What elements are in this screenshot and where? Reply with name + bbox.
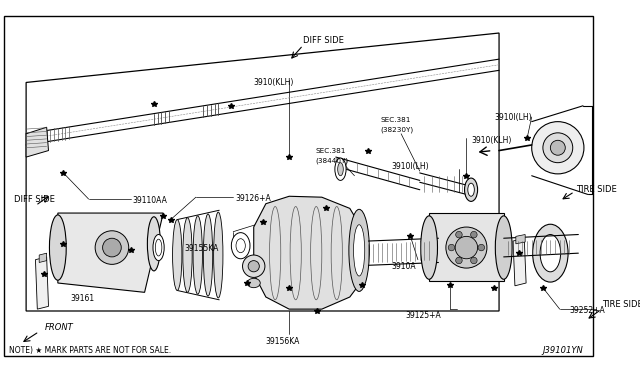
Text: DIFF SIDE: DIFF SIDE [14,195,55,204]
Text: 3910l(LH): 3910l(LH) [392,162,429,171]
Circle shape [243,255,265,278]
Polygon shape [516,234,525,244]
Ellipse shape [236,239,245,253]
Polygon shape [253,196,364,309]
Circle shape [95,231,129,264]
Ellipse shape [231,232,250,259]
Text: J39101YN: J39101YN [542,346,583,355]
Ellipse shape [465,178,477,201]
Text: 3910l(LH): 3910l(LH) [494,113,532,122]
Ellipse shape [204,214,212,296]
Circle shape [446,227,487,268]
Text: 39161: 39161 [70,294,94,303]
Circle shape [456,231,462,238]
Text: SEC.381: SEC.381 [381,117,411,123]
Text: FRONT: FRONT [45,323,74,332]
Text: SEC.381: SEC.381 [316,148,346,154]
Ellipse shape [349,209,369,291]
Polygon shape [26,127,49,157]
Circle shape [470,231,477,238]
Ellipse shape [147,217,161,271]
Ellipse shape [335,158,346,180]
Polygon shape [26,33,499,311]
Circle shape [470,257,477,264]
Text: (38440Y): (38440Y) [316,157,348,164]
Ellipse shape [353,225,365,276]
Circle shape [455,236,477,259]
Text: 39110AA: 39110AA [132,196,167,205]
Circle shape [550,140,565,155]
Text: 39126+A: 39126+A [235,195,271,203]
Text: 39156KA: 39156KA [266,337,300,346]
Polygon shape [58,213,163,292]
Ellipse shape [173,219,182,291]
Ellipse shape [468,183,474,196]
Text: 3910A: 3910A [392,263,417,272]
Polygon shape [35,257,49,309]
Text: TIRE SIDE: TIRE SIDE [577,185,617,194]
Ellipse shape [532,224,568,282]
Circle shape [532,122,584,174]
Ellipse shape [540,234,561,272]
Text: DIFF SIDE: DIFF SIDE [303,36,344,45]
Ellipse shape [153,234,164,261]
Circle shape [248,261,259,272]
Text: 3910(KLH): 3910(KLH) [471,136,511,145]
Text: 3910(KLH): 3910(KLH) [253,78,294,87]
Ellipse shape [420,216,438,279]
Circle shape [543,133,573,163]
Circle shape [102,238,121,257]
Circle shape [456,257,462,264]
Circle shape [478,244,484,251]
Text: TIRE SIDE: TIRE SIDE [602,300,640,309]
Polygon shape [429,213,504,281]
Ellipse shape [49,215,66,280]
Text: 39252+A: 39252+A [569,306,605,315]
Ellipse shape [156,239,162,256]
Ellipse shape [193,216,202,294]
Ellipse shape [183,218,192,292]
Circle shape [448,244,455,251]
Text: (38230Y): (38230Y) [381,126,413,133]
Ellipse shape [247,278,260,288]
Text: 39155KA: 39155KA [185,244,220,253]
Text: NOTE) ★ MARK PARTS ARE NOT FOR SALE.: NOTE) ★ MARK PARTS ARE NOT FOR SALE. [10,346,172,355]
Ellipse shape [495,216,512,279]
Text: 39125+A: 39125+A [406,311,442,320]
Ellipse shape [214,212,223,298]
Ellipse shape [338,163,343,176]
Polygon shape [513,238,526,286]
Polygon shape [39,253,47,263]
